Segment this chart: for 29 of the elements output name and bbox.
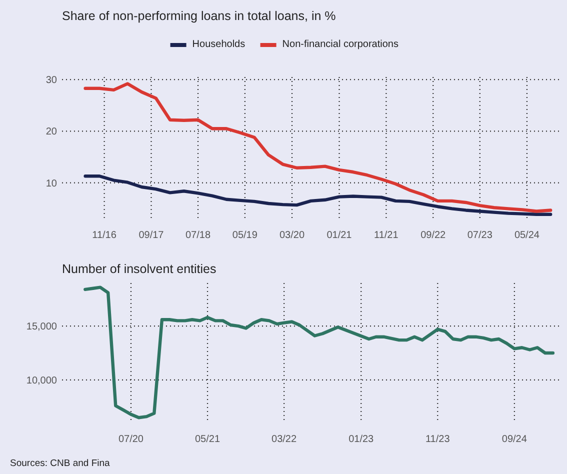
x-tick-label: 01/23 — [348, 434, 374, 445]
line-series — [84, 82, 552, 213]
y-tick-label: 15,000 — [26, 322, 58, 333]
source-note: Sources: CNB and Fina — [10, 458, 111, 469]
y-tick-label: 20 — [46, 126, 58, 138]
x-tick-label: 09/17 — [138, 230, 164, 241]
x-tick-label: 05/24 — [514, 230, 540, 241]
x-tick-label: 03/22 — [272, 434, 298, 445]
y-tick-label: 10 — [46, 178, 58, 190]
chart-title: Share of non-performing loans in total loans, in % — [62, 9, 336, 23]
x-tick-label: 11/16 — [92, 230, 117, 241]
x-tick-label: 01/21 — [326, 230, 352, 241]
x-tick-label: 11/23 — [425, 434, 450, 445]
x-tick-label: 05/19 — [232, 230, 258, 241]
x-tick-label: 09/22 — [420, 230, 446, 241]
x-tick-label: 07/20 — [118, 434, 144, 445]
x-tick-label: 07/18 — [185, 230, 211, 241]
chart-title: Number of insolvent entities — [62, 262, 216, 276]
y-tick-label: 30 — [46, 75, 58, 86]
x-tick-label: 07/23 — [467, 230, 493, 241]
x-tick-label: 03/20 — [279, 230, 305, 241]
line-series — [84, 174, 552, 216]
y-tick-label: 10,000 — [26, 375, 58, 386]
x-tick-label: 09/24 — [502, 434, 528, 445]
legend-label: Households — [192, 39, 246, 50]
legend-label: Non-financial corporations — [282, 39, 398, 50]
x-tick-label: 11/21 — [374, 230, 399, 241]
line-series — [84, 286, 555, 420]
x-tick-label: 05/21 — [195, 434, 220, 445]
